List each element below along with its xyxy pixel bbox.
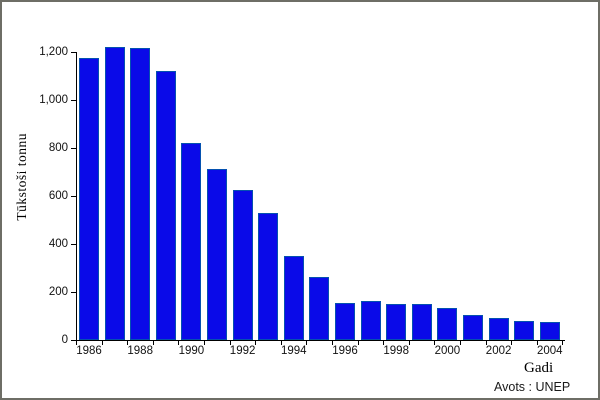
x-tick bbox=[127, 341, 129, 345]
bar bbox=[309, 277, 330, 340]
x-tick-label: 2000 bbox=[434, 345, 461, 357]
x-tick bbox=[460, 341, 461, 345]
x-tick bbox=[101, 341, 103, 345]
x-tick-label: 2002 bbox=[485, 345, 512, 357]
bar bbox=[514, 321, 535, 340]
bar bbox=[437, 308, 458, 340]
x-tick bbox=[178, 341, 180, 345]
y-tick-label: 1,200 bbox=[39, 45, 68, 58]
bar bbox=[283, 256, 304, 340]
x-tick bbox=[511, 341, 513, 345]
y-tick bbox=[71, 148, 76, 149]
y-tick-label: 400 bbox=[48, 237, 68, 250]
bar bbox=[232, 190, 253, 340]
x-tick bbox=[332, 341, 333, 345]
x-tick bbox=[152, 341, 154, 345]
x-tick-label: 1998 bbox=[383, 345, 409, 357]
x-tick bbox=[536, 341, 538, 345]
bar bbox=[360, 301, 381, 340]
source-note: Avots : UNEP bbox=[494, 380, 571, 394]
x-axis-line bbox=[76, 340, 565, 341]
bar bbox=[463, 315, 483, 340]
bar bbox=[258, 213, 279, 340]
x-tick bbox=[383, 341, 385, 345]
x-tick bbox=[434, 341, 436, 345]
bar bbox=[207, 169, 227, 340]
y-axis-line bbox=[76, 52, 77, 340]
bar bbox=[335, 303, 355, 340]
x-tick bbox=[357, 341, 359, 345]
bar bbox=[155, 71, 176, 340]
y-tick bbox=[71, 52, 76, 53]
y-tick bbox=[71, 196, 76, 197]
x-tick bbox=[306, 341, 308, 345]
x-tick bbox=[485, 341, 487, 345]
x-tick bbox=[408, 341, 410, 345]
x-tick bbox=[255, 341, 257, 345]
y-tick bbox=[71, 340, 76, 341]
y-tick-label: 600 bbox=[48, 189, 68, 202]
y-tick-label: 800 bbox=[48, 141, 68, 154]
x-tick-label: 1986 bbox=[76, 345, 102, 357]
x-tick-label: 1988 bbox=[127, 345, 153, 357]
x-tick-label: 1990 bbox=[178, 345, 205, 357]
bar bbox=[411, 304, 432, 340]
y-tick bbox=[71, 292, 76, 293]
x-tick bbox=[76, 341, 77, 345]
bar bbox=[130, 48, 151, 340]
bar bbox=[79, 58, 99, 340]
y-tick bbox=[71, 100, 76, 101]
x-tick-label: 1996 bbox=[332, 345, 358, 357]
bar bbox=[181, 143, 202, 340]
bar bbox=[386, 304, 407, 340]
y-tick-label: 1,000 bbox=[39, 93, 68, 106]
x-tick bbox=[280, 341, 282, 345]
x-tick-label: 2004 bbox=[537, 345, 563, 357]
bar bbox=[104, 47, 125, 340]
y-tick-label: 0 bbox=[61, 333, 68, 346]
bar bbox=[539, 322, 560, 340]
x-tick bbox=[229, 341, 231, 345]
x-tick-label: 1994 bbox=[281, 345, 307, 357]
x-tick bbox=[562, 341, 564, 345]
x-axis-title: Gadi bbox=[524, 360, 554, 376]
x-tick bbox=[204, 341, 205, 345]
y-tick bbox=[71, 244, 76, 245]
x-tick-label: 1992 bbox=[229, 345, 256, 357]
bar bbox=[488, 318, 509, 340]
y-tick-label: 200 bbox=[48, 285, 68, 298]
